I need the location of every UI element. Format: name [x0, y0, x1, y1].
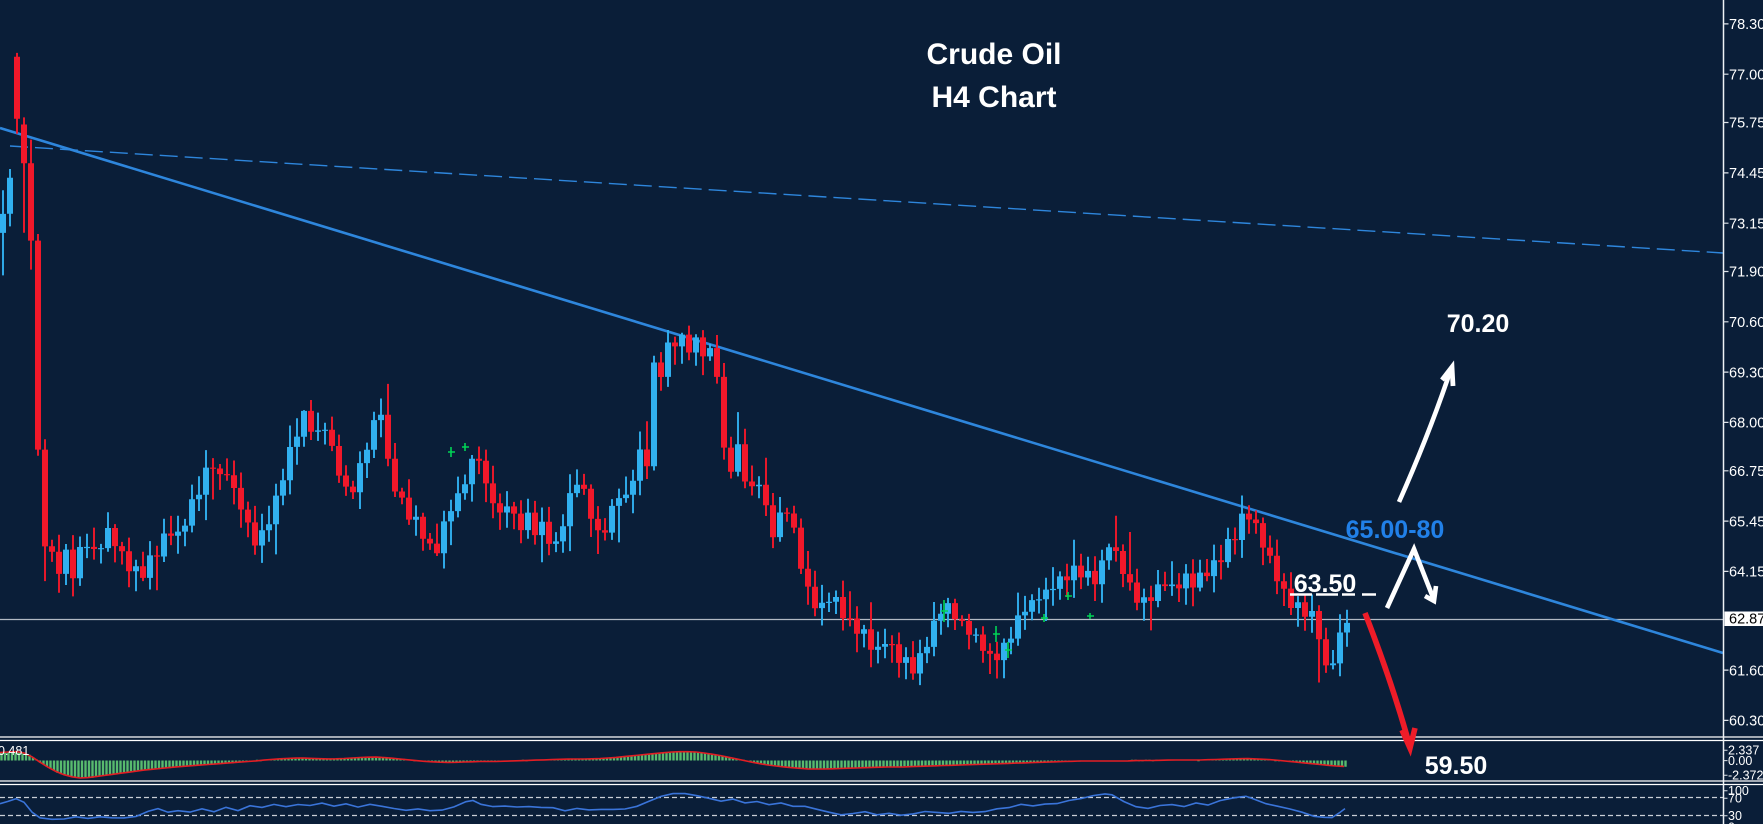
svg-text:73.15: 73.15: [1729, 216, 1763, 232]
svg-text:78.30: 78.30: [1729, 17, 1763, 33]
svg-text:61.60: 61.60: [1729, 663, 1763, 679]
svg-text:-2.372: -2.372: [1728, 769, 1763, 783]
svg-text:2.337: 2.337: [1728, 744, 1759, 758]
svg-text:60.30: 60.30: [1729, 714, 1763, 730]
svg-text:69.30: 69.30: [1729, 365, 1763, 381]
svg-text:68.00: 68.00: [1729, 416, 1763, 432]
svg-text:100: 100: [1728, 784, 1749, 798]
svg-text:30: 30: [1728, 809, 1742, 823]
svg-text:64.15: 64.15: [1729, 565, 1763, 581]
svg-text:H4 Chart: H4 Chart: [931, 81, 1056, 114]
svg-text:75.75: 75.75: [1729, 116, 1763, 132]
svg-text:77.00: 77.00: [1729, 67, 1763, 83]
svg-text:66.75: 66.75: [1729, 464, 1763, 480]
svg-text:74.45: 74.45: [1729, 166, 1763, 182]
svg-text:70: 70: [1728, 792, 1742, 806]
svg-text:62.87: 62.87: [1729, 612, 1763, 628]
svg-text:0.00: 0.00: [1728, 754, 1752, 768]
svg-text:70.60: 70.60: [1729, 315, 1763, 331]
svg-text:71.90: 71.90: [1729, 265, 1763, 281]
svg-text:59.50: 59.50: [1425, 752, 1488, 780]
svg-text:65.00-80: 65.00-80: [1346, 516, 1445, 544]
svg-text:70.20: 70.20: [1447, 310, 1510, 338]
svg-text:0: 0: [1728, 821, 1735, 824]
svg-text:0.481: 0.481: [0, 744, 29, 758]
svg-text:65.45: 65.45: [1729, 514, 1763, 530]
svg-text:Crude Oil: Crude Oil: [926, 38, 1061, 71]
